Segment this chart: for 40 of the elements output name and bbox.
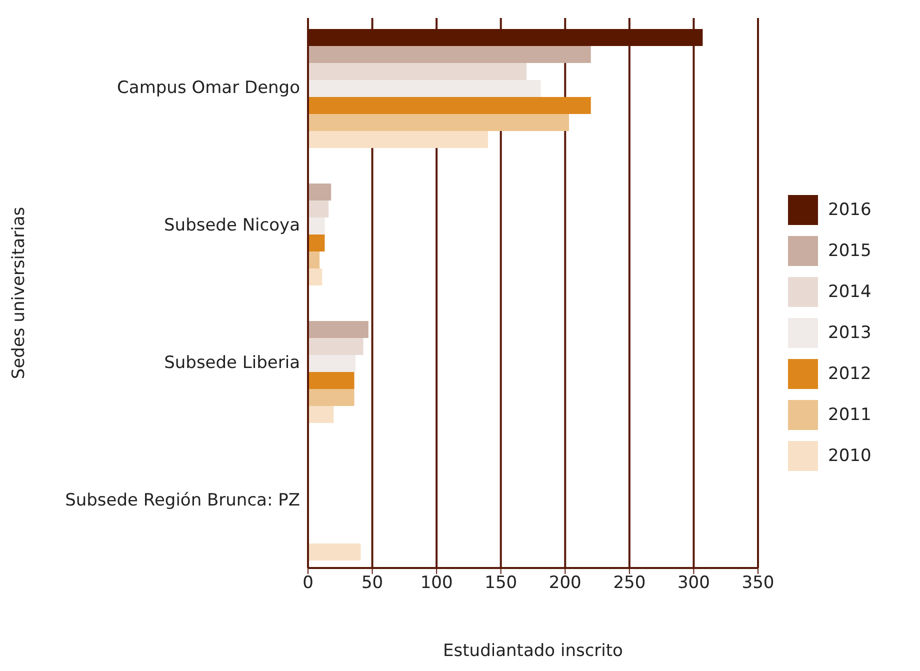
bar xyxy=(308,268,322,286)
legend-label: 2012 xyxy=(828,364,872,384)
x-axis-title: Estudiantado inscrito xyxy=(443,641,623,661)
bar xyxy=(308,355,356,372)
x-tick-label: 50 xyxy=(361,573,384,594)
y-tick-label: Subsede Nicoya xyxy=(164,215,300,236)
bar xyxy=(308,321,368,338)
bar xyxy=(308,97,591,114)
legend-label: 2016 xyxy=(828,200,872,220)
legend-label: 2011 xyxy=(828,405,872,425)
bar xyxy=(308,63,527,80)
bar xyxy=(308,389,354,406)
bar xyxy=(308,200,329,218)
legend-label: 2013 xyxy=(828,323,872,343)
y-tick-label: Subsede Liberia xyxy=(164,352,300,373)
bar xyxy=(308,406,334,423)
bar xyxy=(308,234,325,252)
bar xyxy=(308,46,591,63)
x-tick-label: 0 xyxy=(302,573,314,594)
bar xyxy=(308,544,361,560)
legend-label: 2015 xyxy=(828,241,872,261)
bar xyxy=(308,80,541,97)
bar xyxy=(308,184,332,200)
bar xyxy=(308,252,320,268)
legend-label: 2014 xyxy=(828,282,872,302)
y-axis-title: Sedes universitarias xyxy=(9,206,30,380)
bar xyxy=(308,131,488,148)
legend-label: 2010 xyxy=(828,446,872,466)
bar xyxy=(308,114,569,131)
y-tick-label: Subsede Región Brunca: PZ xyxy=(65,490,300,510)
x-tick-label: 200 xyxy=(548,573,582,594)
bar xyxy=(308,218,325,234)
x-tick-label: 150 xyxy=(484,573,518,594)
bar xyxy=(308,372,354,389)
x-tick-label: 300 xyxy=(677,573,710,594)
x-tick-label: 100 xyxy=(420,573,453,594)
y-tick-label: Campus Omar Dengo xyxy=(117,78,300,98)
x-tick-label: 250 xyxy=(613,573,646,594)
bar xyxy=(308,338,364,355)
x-tick-label: 350 xyxy=(742,573,774,594)
